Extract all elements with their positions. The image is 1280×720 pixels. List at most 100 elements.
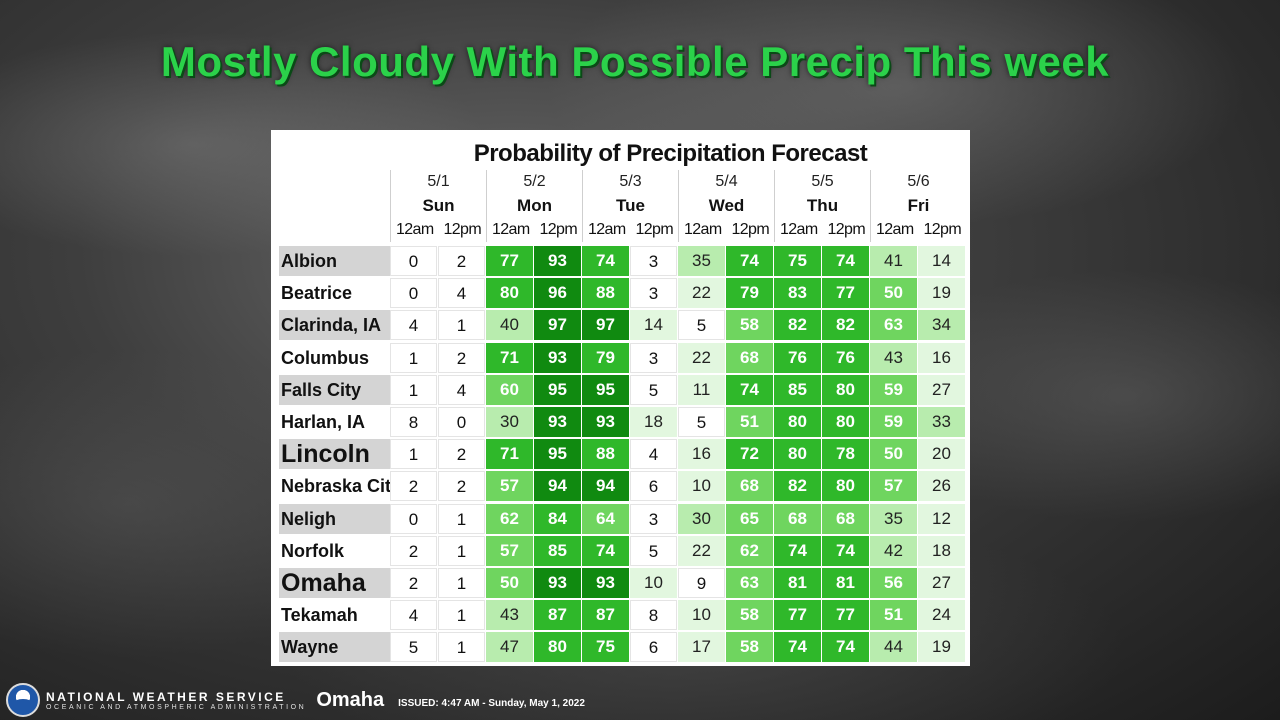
city-name: Lincoln	[279, 439, 390, 470]
pop-cell: 80	[534, 632, 581, 663]
pop-cell: 74	[726, 246, 773, 276]
pop-cell: 24	[918, 600, 965, 631]
pop-cell: 16	[918, 342, 965, 373]
pop-cell: 8	[630, 600, 677, 631]
pop-cell: 18	[918, 535, 965, 566]
pop-cell: 22	[678, 535, 725, 566]
table-row: Neligh 0 1 62 84 64 3 30 65 68 68 35 12	[279, 503, 966, 536]
pop-cell: 88	[582, 439, 629, 470]
pop-cell: 93	[534, 246, 581, 276]
city-name: Falls City	[279, 374, 390, 405]
pop-cell: 6	[630, 471, 677, 502]
pop-cell: 57	[870, 471, 917, 502]
pop-cell: 79	[726, 278, 773, 309]
pop-cell: 1	[438, 535, 485, 566]
city-name: Omaha	[279, 568, 390, 598]
pop-cell: 68	[726, 471, 773, 502]
pop-cell: 4	[630, 439, 677, 470]
pop-cell: 88	[582, 278, 629, 309]
pop-cell: 4	[390, 600, 437, 631]
pop-cell: 12	[918, 503, 965, 534]
pop-cell: 71	[486, 439, 533, 470]
pop-cell: 93	[582, 407, 629, 437]
pop-cell: 4	[438, 374, 485, 405]
city-name: Neligh	[279, 503, 390, 534]
pop-cell: 74	[774, 632, 821, 663]
pop-cell: 43	[486, 600, 533, 631]
pop-cell: 27	[918, 374, 965, 405]
noaa-logo-icon	[6, 683, 40, 717]
pop-cell: 83	[774, 278, 821, 309]
pop-cell: 87	[534, 600, 581, 631]
pop-cell: 97	[582, 310, 629, 341]
pop-cell: 77	[486, 246, 533, 276]
pop-cell: 4	[438, 278, 485, 309]
pop-cell: 82	[822, 310, 869, 341]
pop-cell: 5	[390, 632, 437, 663]
pop-cell: 56	[870, 568, 917, 598]
city-name: Harlan, IA	[281, 412, 366, 432]
pop-cell: 74	[582, 535, 629, 566]
pop-cell: 1	[438, 600, 485, 631]
pop-cell: 5	[678, 407, 725, 437]
table-row: Norfolk 2 1 57 85 74 5 22 62 74 74 42 18	[279, 535, 966, 568]
period-label: 12am	[395, 221, 434, 238]
pop-cell: 10	[630, 568, 677, 598]
day-header: 5/5 Thu 12am 12pm	[774, 170, 870, 242]
pop-cell: 44	[870, 632, 917, 663]
period-label: 12pm	[731, 221, 770, 238]
pop-cell: 40	[486, 310, 533, 341]
period-label: 12am	[779, 221, 818, 238]
pop-cell: 0	[390, 278, 437, 309]
parent-agency: OCEANIC AND ATMOSPHERIC ADMINISTRATION	[46, 703, 307, 711]
pop-cell: 62	[486, 503, 533, 534]
issued-time: ISSUED: 4:47 AM - Sunday, May 1, 2022	[398, 697, 585, 709]
pop-cell: 79	[582, 342, 629, 373]
pop-cell: 22	[678, 278, 725, 309]
pop-cell: 76	[774, 342, 821, 373]
pop-cell: 75	[774, 246, 821, 276]
pop-cell: 74	[822, 632, 869, 663]
day-header: 5/3 Tue 12am 12pm	[582, 170, 678, 242]
pop-cell: 93	[534, 342, 581, 373]
pop-cell: 82	[774, 310, 821, 341]
pop-cell: 19	[918, 632, 965, 663]
pop-cell: 93	[582, 568, 629, 598]
office-name: Omaha	[316, 688, 385, 711]
day-header: 5/1 Sun 12am 12pm	[390, 170, 486, 242]
period-label: 12am	[491, 221, 530, 238]
day-name: Sun	[422, 196, 455, 215]
period-label: 12pm	[539, 221, 578, 238]
pop-cell: 51	[870, 600, 917, 631]
pop-cell: 16	[678, 439, 725, 470]
city-name: Nebraska City	[281, 476, 390, 497]
pop-cell: 14	[630, 310, 677, 341]
period-label: 12pm	[923, 221, 962, 238]
day-name: Thu	[806, 196, 839, 215]
day-header: 5/4 Wed 12am 12pm	[678, 170, 774, 242]
pop-cell: 26	[918, 471, 965, 502]
pop-cell: 1	[438, 503, 485, 534]
pop-cell: 58	[726, 632, 773, 663]
pop-cell: 81	[822, 568, 869, 598]
pop-cell: 58	[726, 600, 773, 631]
pop-cell: 0	[390, 503, 437, 534]
period-label: 12pm	[635, 221, 674, 238]
pop-cell: 57	[486, 535, 533, 566]
table-row: Columbus 1 2 71 93 79 3 22 68 76 76 43 16	[279, 342, 966, 375]
table-row: Tekamah 4 1 43 87 87 8 10 58 77 77 51 24	[279, 600, 966, 632]
city-name: Columbus	[281, 347, 369, 368]
table-row: Harlan, IA 8 0 30 93 93 18 5 51 80 80 59 33	[279, 407, 966, 439]
pop-cell: 74	[822, 246, 869, 276]
pop-cell: 94	[534, 471, 581, 502]
period-label: 12am	[683, 221, 722, 238]
pop-cell: 2	[390, 471, 437, 502]
pop-cell: 77	[774, 600, 821, 631]
period-label: 12pm	[827, 221, 866, 238]
pop-cell: 43	[870, 342, 917, 373]
pop-cell: 10	[678, 471, 725, 502]
pop-cell: 85	[534, 535, 581, 566]
table-row: Nebraska City 2 2 57 94 94 6 10 68 82 80 57 26	[279, 471, 966, 503]
pop-cell: 0	[390, 246, 437, 276]
pop-cell: 30	[678, 503, 725, 534]
